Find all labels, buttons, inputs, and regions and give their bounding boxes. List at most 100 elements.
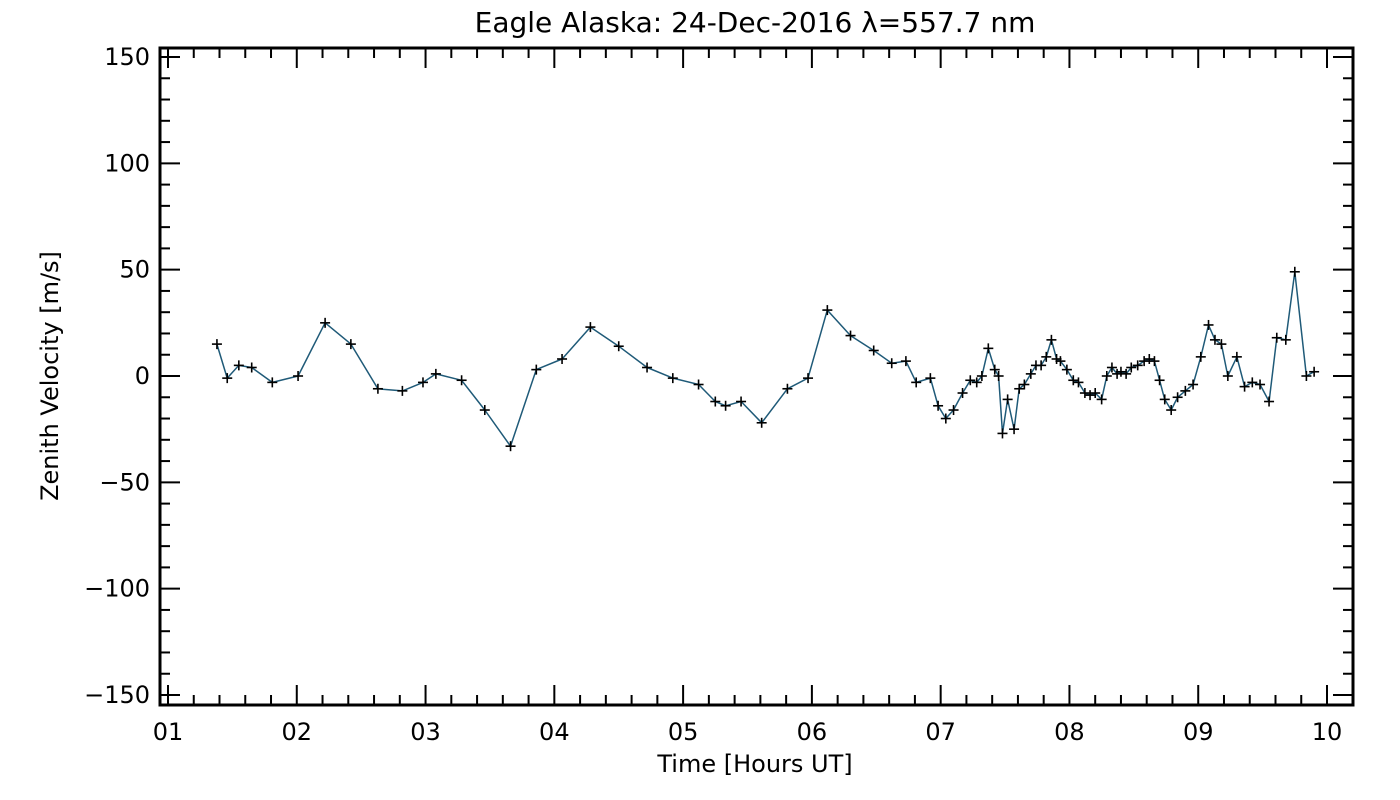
chart-title: Eagle Alaska: 24-Dec-2016 λ=557.7 nm (475, 6, 1036, 39)
data-point (557, 353, 568, 364)
data-point (1166, 405, 1177, 416)
data-point (1014, 383, 1025, 394)
data-point (1079, 388, 1090, 399)
data-point (925, 373, 936, 384)
data-point (1172, 392, 1183, 403)
data-point (585, 322, 596, 333)
data-point (1195, 351, 1206, 362)
data-point (1061, 364, 1072, 375)
data-point (211, 339, 222, 350)
data-point (372, 383, 383, 394)
data-point (1222, 371, 1233, 381)
data-point (1188, 379, 1199, 390)
data-point (1180, 385, 1191, 396)
data-point (1068, 375, 1079, 386)
data-point (1041, 351, 1052, 362)
data-point (1239, 381, 1250, 392)
data-point (1019, 379, 1030, 390)
data-point (1309, 366, 1320, 377)
data-point (1149, 356, 1160, 367)
data-point (1216, 339, 1227, 350)
data-point (1096, 394, 1107, 405)
data-point (246, 362, 257, 373)
data-point (667, 373, 678, 384)
data-point (911, 377, 922, 388)
data-point (1073, 377, 1084, 388)
data-point (710, 396, 721, 407)
y-tick-label: −100 (84, 575, 150, 603)
data-point (1046, 334, 1057, 345)
data-point (976, 371, 987, 381)
x-tick-label: 04 (539, 718, 570, 746)
x-tick-label: 10 (1312, 718, 1343, 746)
x-tick-label: 07 (925, 718, 956, 746)
data-point (933, 400, 944, 411)
y-tick-label: 150 (104, 43, 150, 71)
data-point (320, 317, 331, 328)
data-point (456, 375, 467, 386)
data-point (1101, 371, 1112, 381)
data-point (957, 388, 968, 399)
data-point (293, 371, 304, 381)
data-point (971, 377, 982, 388)
series-velocity (211, 266, 1320, 452)
data-point (1301, 371, 1312, 381)
y-tick-label: 0 (135, 362, 150, 390)
x-tick-label: 06 (797, 718, 828, 746)
data-point (642, 362, 653, 373)
data-point (1203, 319, 1214, 330)
x-tick-label: 02 (282, 718, 313, 746)
y-axis-label: Zenith Velocity [m/s] (36, 251, 64, 501)
x-tick-label: 08 (1054, 718, 1085, 746)
data-point (1271, 332, 1282, 343)
data-point (479, 405, 490, 416)
x-axis-ticks (167, 48, 1328, 705)
data-point (531, 364, 542, 375)
data-point (1209, 334, 1220, 345)
data-point (267, 377, 278, 388)
data-point (1025, 368, 1036, 379)
y-tick-label: −150 (84, 681, 150, 709)
y-axis-tick-labels: −150 −100 −50 0 50 100 150 (84, 43, 150, 709)
data-point (1231, 351, 1242, 362)
data-point (417, 377, 428, 388)
data-point (1085, 390, 1096, 401)
data-point (693, 379, 704, 390)
y-tick-label: 100 (104, 149, 150, 177)
data-point (782, 383, 793, 394)
data-point (1002, 394, 1013, 405)
data-point (940, 413, 951, 424)
data-point (720, 400, 731, 411)
y-axis-ticks (160, 56, 1353, 696)
y-tick-label: 50 (119, 256, 150, 284)
data-point (993, 371, 1004, 381)
data-point (1159, 394, 1170, 405)
data-point (1280, 334, 1291, 345)
data-point (505, 441, 516, 452)
data-point (1106, 362, 1117, 373)
plot-frame (158, 46, 1355, 707)
data-point (1247, 377, 1258, 388)
data-point (1255, 379, 1266, 390)
data-point (1139, 356, 1150, 367)
x-tick-label: 09 (1183, 718, 1214, 746)
data-point (989, 364, 1000, 375)
data-point (430, 368, 441, 379)
data-point (1289, 266, 1300, 277)
data-point (1036, 360, 1047, 371)
data-point (845, 330, 856, 341)
data-point (756, 417, 767, 428)
x-tick-label: 03 (410, 718, 441, 746)
x-axis-label: Time [Hours UT] (656, 750, 852, 778)
data-point (822, 305, 833, 316)
data-point (397, 385, 408, 396)
data-point (1115, 366, 1126, 377)
y-tick-label: −50 (99, 468, 150, 496)
data-point (1121, 368, 1132, 379)
data-point (803, 373, 814, 384)
data-point (997, 428, 1008, 439)
data-point (900, 356, 911, 367)
data-point (1264, 396, 1275, 407)
data-point (345, 339, 356, 350)
